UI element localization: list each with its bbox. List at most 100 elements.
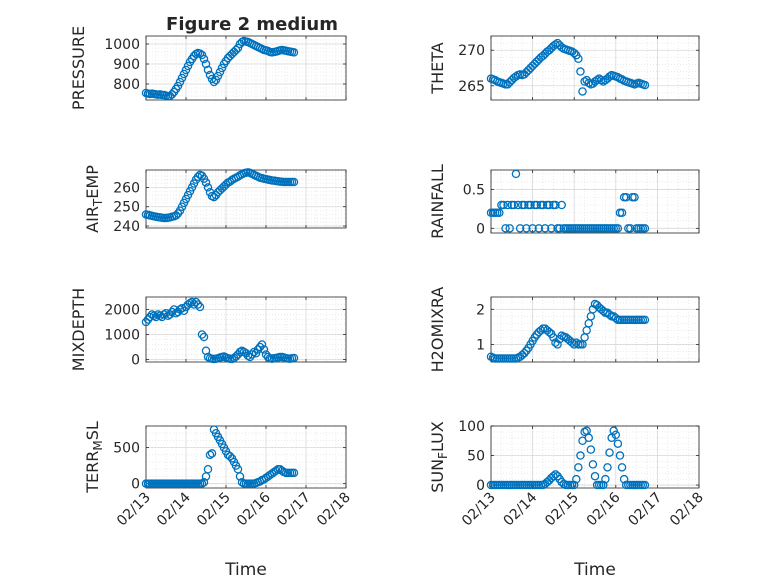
x-tick-label: 02/16 (234, 489, 274, 529)
y-tick-label: 900 (113, 57, 140, 73)
data-point (211, 75, 221, 85)
y-tick-label: 0 (476, 478, 485, 494)
axes-box (490, 296, 700, 363)
data-point (609, 426, 618, 435)
data-point (617, 208, 627, 218)
data-point (605, 448, 614, 457)
data-point (557, 200, 566, 210)
x-tick-label: 02/13 (114, 490, 154, 530)
chart-panel-1: 800 900 1000 PRESSURE (69, 26, 347, 110)
data-point (177, 303, 187, 313)
data-point (613, 224, 623, 233)
data-point (553, 340, 562, 349)
data-point (205, 450, 215, 460)
data-point (615, 451, 625, 460)
data-point (596, 75, 606, 85)
data-point (590, 471, 600, 481)
data-point (640, 80, 650, 90)
x-tick-label: 02/17 (274, 490, 314, 530)
axes-box (490, 169, 700, 234)
x-tick-label: 02/13 (459, 490, 499, 530)
data-point (619, 474, 629, 484)
data-point (197, 330, 207, 339)
data-point (586, 445, 596, 454)
x-tick-label: 02/18 (667, 490, 707, 530)
axes-box (145, 296, 347, 363)
data-point (503, 200, 512, 210)
data-point (544, 327, 554, 337)
data-point (167, 90, 177, 99)
data-point (233, 43, 243, 53)
y-tick-label: 800 (113, 77, 140, 93)
data-point (203, 465, 213, 474)
data-point (257, 340, 267, 349)
data-point (167, 307, 177, 317)
data-point (235, 472, 245, 481)
data-point (574, 54, 583, 64)
data-point (151, 312, 161, 322)
figure-title: Figure 2 medium (166, 14, 338, 35)
data-point (584, 433, 594, 443)
data-point (511, 169, 521, 179)
data-point (199, 477, 209, 487)
data-point (195, 49, 205, 58)
data-point (207, 449, 217, 458)
data-point (569, 340, 579, 349)
y-axis-label: MIXDEPTH (69, 288, 88, 371)
data-point (495, 208, 504, 218)
y-tick-label: 270 (458, 43, 485, 59)
y-axis-label: H2OMIXRA (428, 287, 447, 373)
data-point (289, 177, 299, 187)
data-point (505, 224, 514, 233)
data-point (584, 78, 594, 88)
data-point (640, 224, 650, 233)
x-axis-label: Time (573, 560, 616, 580)
data-point (613, 439, 623, 448)
data-point (630, 192, 639, 202)
chart-panel-7: 02/13 02/14 02/15 02/16 02/17 02/18 0 500 TERRMS… (83, 421, 354, 580)
data-point (601, 474, 610, 484)
chart-panel-3: 240 250 260 AIRTEMP (83, 165, 347, 235)
data-point (193, 172, 203, 182)
y-axis-label: TERRMSL (83, 421, 105, 494)
data-point (213, 71, 223, 81)
data-point (203, 183, 213, 192)
data-point (576, 451, 585, 460)
data-point (574, 463, 583, 472)
data-point (209, 77, 219, 87)
data-point (621, 192, 631, 202)
y-tick-label: 1000 (104, 37, 140, 53)
data-point (161, 308, 171, 318)
data-point (177, 73, 187, 83)
data-point (588, 460, 598, 469)
x-tick-label: 02/17 (625, 490, 665, 530)
data-point (547, 224, 556, 233)
chart-panel-5: 0 1000 2000 MIXDEPTH (69, 288, 347, 371)
y-tick-label: 1000 (104, 328, 140, 344)
data-point (611, 430, 621, 440)
data-point (599, 480, 608, 490)
data-point (243, 351, 253, 360)
y-tick-label: 0.5 (463, 182, 485, 198)
data-point (551, 200, 560, 210)
data-point (199, 332, 209, 342)
data-point (599, 306, 608, 316)
data-point (237, 477, 247, 487)
data-point (532, 200, 542, 210)
data-point (551, 470, 560, 479)
data-point (193, 300, 203, 309)
data-point (528, 224, 537, 233)
chart-panel-2: 265 270 THETA (428, 35, 700, 101)
chart-panel-4: 0 0.5 RAINFALL (428, 164, 700, 239)
data-point (259, 345, 269, 354)
x-tick-label: 02/15 (194, 490, 234, 530)
y-axis-label: AIRTEMP (83, 165, 105, 233)
data-point (555, 224, 564, 233)
y-axis-label: PRESSURE (69, 26, 88, 110)
y-tick-label: 0 (131, 477, 140, 493)
data-point (511, 72, 521, 81)
data-point (572, 474, 581, 484)
data-point (509, 200, 519, 210)
chart-panel-8: 02/13 02/14 02/15 02/16 02/17 02/18 0 50 100 SUNF… (428, 419, 707, 580)
